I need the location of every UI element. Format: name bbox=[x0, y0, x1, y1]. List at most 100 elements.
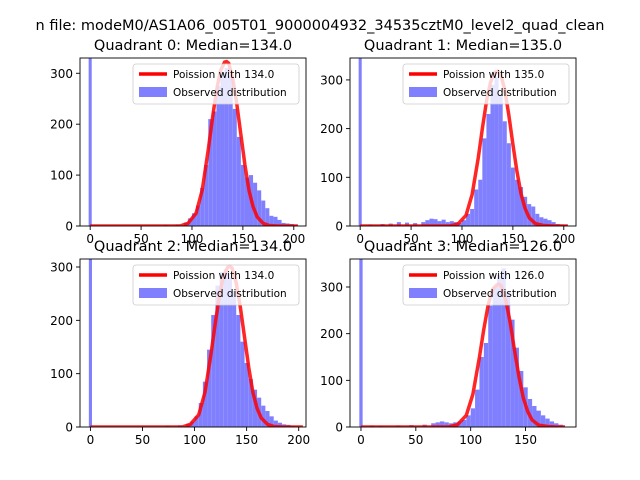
x-tick-label: 100 bbox=[183, 433, 206, 447]
histogram-bar bbox=[261, 405, 266, 427]
histogram-bar bbox=[543, 218, 548, 226]
legend-line-label: Poission with 126.0 bbox=[443, 270, 544, 282]
histogram-bar bbox=[490, 84, 495, 226]
histogram-bar bbox=[202, 381, 208, 427]
histogram-bar bbox=[478, 179, 483, 226]
legend-bar-label: Observed distribution bbox=[443, 288, 557, 300]
histogram-bar bbox=[505, 291, 511, 427]
histogram-bar bbox=[227, 277, 233, 427]
histogram-bar bbox=[494, 77, 499, 226]
histogram-bar bbox=[498, 94, 503, 226]
histogram-bar bbox=[549, 421, 555, 427]
histogram-bar bbox=[240, 341, 245, 427]
histogram-bar bbox=[501, 268, 506, 427]
histogram-bar bbox=[483, 343, 489, 427]
histogram-bar bbox=[219, 272, 224, 427]
histogram-bar bbox=[470, 408, 476, 427]
histogram-bar bbox=[497, 275, 502, 427]
histogram-bar bbox=[518, 187, 524, 226]
histogram-bar bbox=[514, 179, 519, 226]
histogram-bar bbox=[510, 167, 515, 226]
histogram-bar bbox=[198, 403, 203, 427]
legend-line-label: Poission with 135.0 bbox=[443, 69, 544, 81]
quadrant-title: Quadrant 1: Median=135.0 bbox=[364, 38, 562, 54]
histogram-bar bbox=[236, 315, 241, 427]
histogram-bar bbox=[194, 416, 199, 427]
histogram-bar bbox=[265, 411, 270, 427]
histogram-bar bbox=[269, 416, 274, 427]
histogram-bar bbox=[253, 182, 258, 226]
y-tick-label: 300 bbox=[50, 261, 73, 275]
histogram-bar bbox=[437, 221, 442, 226]
histogram-bar bbox=[240, 164, 245, 226]
x-tick-label: 0 bbox=[356, 232, 364, 246]
histogram-bar bbox=[273, 420, 278, 427]
histogram-bar bbox=[248, 379, 253, 427]
histogram-bar bbox=[265, 208, 270, 226]
histogram-bar bbox=[535, 213, 540, 226]
histogram-bar bbox=[492, 287, 498, 427]
quadrant-0-plot-area bbox=[88, 58, 298, 226]
legend-line-label: Poission with 134.0 bbox=[173, 270, 274, 282]
histogram-bar bbox=[211, 315, 216, 427]
x-tick-label: 150 bbox=[235, 433, 258, 447]
legend-box bbox=[402, 63, 570, 105]
x-tick-label: 150 bbox=[501, 232, 524, 246]
x-tick-label: 50 bbox=[403, 232, 418, 246]
histogram-bar bbox=[461, 420, 467, 427]
legend-line-label: Poission with 134.0 bbox=[173, 69, 274, 81]
histogram-bar bbox=[425, 220, 430, 226]
histogram-bar bbox=[551, 222, 556, 226]
histogram-bar bbox=[466, 213, 471, 226]
legend-box bbox=[132, 63, 300, 105]
legend-bar-swatch bbox=[409, 288, 437, 298]
x-tick-label: 0 bbox=[87, 433, 95, 447]
legend-box bbox=[402, 264, 570, 306]
histogram-bar bbox=[220, 73, 225, 226]
histogram-bar bbox=[547, 220, 552, 226]
axes-frame bbox=[349, 57, 577, 227]
histogram-bar bbox=[257, 190, 262, 226]
histogram-bar bbox=[539, 217, 544, 226]
histogram-zero-spike bbox=[88, 259, 92, 427]
histogram-bar bbox=[277, 219, 282, 226]
histogram-bar bbox=[261, 200, 266, 226]
x-tick-label: 150 bbox=[514, 433, 537, 447]
x-tick-label: 100 bbox=[459, 433, 482, 447]
x-tick-label: 50 bbox=[133, 232, 148, 246]
histogram-bar bbox=[196, 205, 201, 226]
legend-bar-label: Observed distribution bbox=[443, 87, 557, 99]
histogram-bar bbox=[479, 357, 484, 427]
histogram-bar bbox=[536, 410, 541, 427]
x-tick-label: 50 bbox=[135, 433, 150, 447]
y-tick-label: 300 bbox=[320, 281, 343, 295]
histogram-bar bbox=[252, 389, 258, 427]
histogram-bar bbox=[531, 206, 536, 226]
quadrant-0-panel: 0 50 100 150 200 0 100 200 300 Quadrant 0: Median… bbox=[50, 38, 307, 246]
legend: Poission with 134.0 Observed distribution bbox=[132, 264, 300, 306]
legend: Poission with 126.0 Observed distribution bbox=[402, 264, 570, 306]
y-tick-label: 300 bbox=[320, 73, 343, 87]
quadrant-title: Quadrant 2: Median=134.0 bbox=[94, 239, 292, 255]
x-tick-label: 200 bbox=[282, 232, 305, 246]
y-tick-label: 200 bbox=[50, 118, 73, 132]
y-tick-label: 300 bbox=[50, 67, 73, 81]
legend-bar-swatch bbox=[409, 87, 437, 97]
histogram-bar bbox=[232, 291, 237, 427]
legend-bar-swatch bbox=[139, 288, 167, 298]
axes-frame bbox=[79, 258, 307, 428]
histogram-bar bbox=[244, 363, 249, 427]
histogram-zero-spike bbox=[359, 259, 363, 427]
legend-bar-label: Observed distribution bbox=[173, 87, 287, 99]
x-tick-label: 0 bbox=[357, 433, 365, 447]
x-tick-label: 200 bbox=[287, 433, 310, 447]
histogram-bar bbox=[224, 68, 229, 226]
histogram-bar bbox=[486, 114, 491, 226]
y-tick-label: 200 bbox=[320, 122, 343, 136]
quadrant-title: Quadrant 0: Median=134.0 bbox=[94, 38, 292, 54]
poisson-fit-line bbox=[360, 282, 566, 427]
histogram-bar bbox=[439, 421, 445, 427]
quadrant-1-panel: 0 50 100 150 200 0 100 200 300 Quadrant 1: Median… bbox=[320, 38, 577, 246]
x-tick-label: 150 bbox=[231, 232, 254, 246]
histogram-zero-spike bbox=[88, 58, 92, 226]
